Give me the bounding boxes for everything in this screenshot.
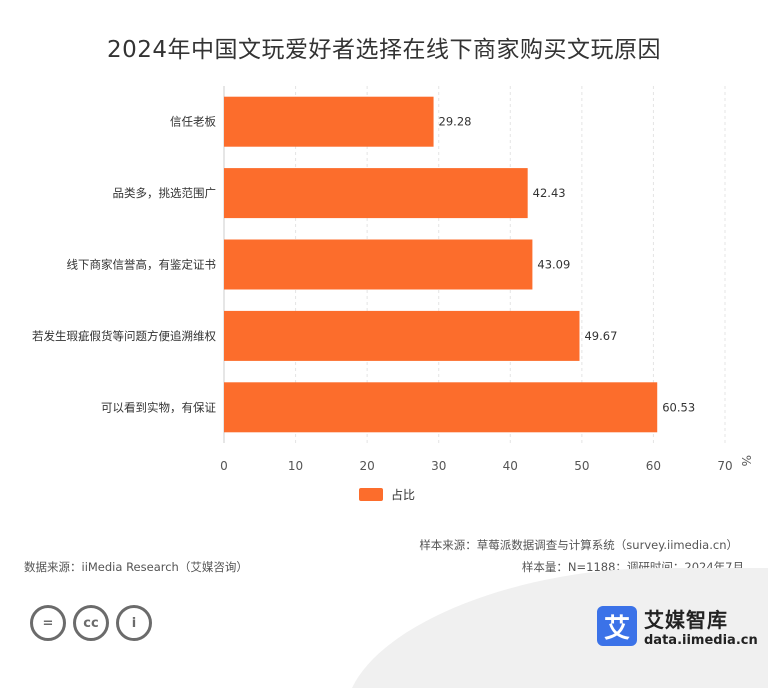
x-tick-label: 20 bbox=[360, 459, 375, 473]
data-source: 数据来源：iiMedia Research（艾媒咨询） bbox=[24, 560, 248, 574]
legend: 占比 bbox=[359, 486, 415, 503]
brand-name: 艾媒智库 bbox=[644, 608, 728, 632]
category-label: 可以看到实物，有保证 bbox=[101, 400, 216, 414]
value-label: 60.53 bbox=[662, 400, 695, 414]
x-tick-label: 50 bbox=[574, 459, 589, 473]
unit-label: % bbox=[739, 455, 753, 466]
value-label: 42.43 bbox=[533, 186, 566, 200]
value-label: 49.67 bbox=[584, 329, 617, 343]
legend-label: 占比 bbox=[391, 488, 416, 502]
bar bbox=[224, 168, 528, 219]
brand-mark: 艾 bbox=[597, 606, 637, 646]
value-label: 43.09 bbox=[537, 258, 570, 272]
bar-chart: 信任老板品类多，挑选范围广线下商家信誉高，有鉴定证书若发生瑕疵假货等问题方便追溯… bbox=[32, 86, 753, 473]
x-tick-label: 0 bbox=[220, 459, 228, 473]
legend-swatch bbox=[359, 488, 383, 501]
bar bbox=[224, 96, 434, 147]
category-label: 线下商家信誉高，有鉴定证书 bbox=[67, 258, 217, 272]
bar bbox=[224, 239, 533, 290]
brand-logo: 艾 艾媒智库 data.iimedia.cn bbox=[597, 604, 758, 648]
category-label: 若发生瑕疵假货等问题方便追溯维权 bbox=[32, 329, 216, 343]
x-tick-label: 60 bbox=[646, 459, 661, 473]
value-labels: 29.28 42.43 43.09 49.67 60.53 bbox=[439, 115, 696, 415]
bar bbox=[224, 382, 658, 433]
x-tick-label: 10 bbox=[288, 459, 303, 473]
bars bbox=[224, 96, 658, 433]
category-labels: 信任老板品类多，挑选范围广线下商家信誉高，有鉴定证书若发生瑕疵假货等问题方便追溯… bbox=[32, 115, 216, 415]
bar bbox=[224, 310, 580, 361]
brand-url: data.iimedia.cn bbox=[644, 633, 758, 648]
x-tick-label: 40 bbox=[503, 459, 518, 473]
x-tick-label: 70 bbox=[717, 459, 732, 473]
equals-icon: = bbox=[30, 605, 66, 641]
x-tick-label: 30 bbox=[431, 459, 446, 473]
sample-source: 样本来源：草莓派数据调查与计算系统（survey.iimedia.cn） bbox=[419, 538, 738, 552]
license-icons: = cc i bbox=[30, 605, 152, 641]
cc-icon: cc bbox=[73, 605, 109, 641]
chart-title: 2024年中国文玩爱好者选择在线下商家购买文玩原因 bbox=[106, 37, 662, 63]
person-icon: i bbox=[116, 605, 152, 641]
category-label: 品类多，挑选范围广 bbox=[113, 186, 217, 200]
value-label: 29.28 bbox=[439, 115, 472, 129]
x-axis-ticks: 0 10 20 30 40 50 60 70 bbox=[220, 459, 732, 473]
category-label: 信任老板 bbox=[170, 115, 216, 129]
